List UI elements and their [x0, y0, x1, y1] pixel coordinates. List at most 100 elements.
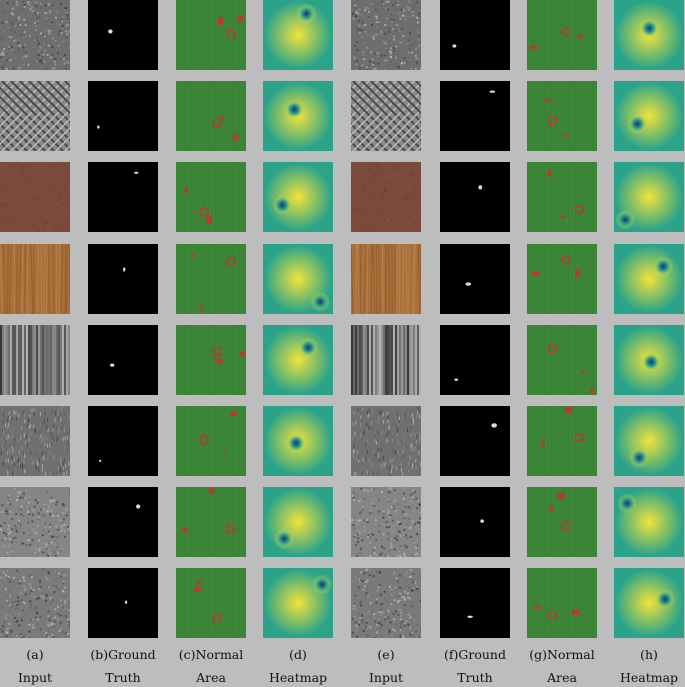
panel-normal-row-3-col-7 — [527, 162, 597, 232]
truth-image — [440, 162, 510, 232]
panel-heatmap-row-4-col-4 — [263, 244, 333, 314]
normal-image — [527, 162, 597, 232]
column-label: (e) — [336, 646, 436, 664]
heatmap-image — [614, 568, 684, 638]
panel-heatmap-row-3-col-8 — [614, 162, 684, 232]
panel-input-row-7-col-5 — [351, 487, 421, 557]
panel-heatmap-row-1-col-4 — [263, 0, 333, 70]
panel-truth-row-3-col-6 — [440, 162, 510, 232]
panel-input-row-8-col-1 — [0, 568, 70, 638]
panel-truth-row-5-col-2 — [88, 325, 158, 395]
normal-image — [176, 0, 246, 70]
panel-heatmap-row-8-col-4 — [263, 568, 333, 638]
heatmap-image — [263, 0, 333, 70]
truth-image — [88, 162, 158, 232]
panel-input-row-3-col-5 — [351, 162, 421, 232]
heatmap-image — [263, 487, 333, 557]
heatmap-image — [263, 325, 333, 395]
column-sublabel: Heatmap — [599, 669, 685, 687]
heatmap-image — [614, 0, 684, 70]
column-sublabel: Area — [512, 669, 612, 687]
input-image — [351, 325, 421, 395]
panel-heatmap-row-3-col-4 — [263, 162, 333, 232]
truth-image — [440, 487, 510, 557]
heatmap-image — [614, 325, 684, 395]
panel-normal-row-7-col-7 — [527, 487, 597, 557]
column-label: (d) — [248, 646, 348, 664]
panel-normal-row-8-col-7 — [527, 568, 597, 638]
input-image — [0, 81, 70, 151]
panel-input-row-1-col-1 — [0, 0, 70, 70]
panel-truth-row-3-col-2 — [88, 162, 158, 232]
column-sublabel: Truth — [73, 669, 173, 687]
column-sublabel: Area — [161, 669, 261, 687]
normal-image — [527, 325, 597, 395]
panel-truth-row-1-col-2 — [88, 0, 158, 70]
truth-image — [440, 325, 510, 395]
heatmap-image — [614, 487, 684, 557]
panel-input-row-6-col-1 — [0, 406, 70, 476]
normal-image — [176, 162, 246, 232]
panel-truth-row-6-col-2 — [88, 406, 158, 476]
panel-truth-row-5-col-6 — [440, 325, 510, 395]
heatmap-image — [614, 162, 684, 232]
panel-heatmap-row-2-col-4 — [263, 81, 333, 151]
truth-image — [88, 487, 158, 557]
input-image — [351, 487, 421, 557]
input-image — [351, 568, 421, 638]
panel-input-row-7-col-1 — [0, 487, 70, 557]
column-sublabel: Input — [336, 669, 436, 687]
panel-heatmap-row-6-col-8 — [614, 406, 684, 476]
input-image — [351, 244, 421, 314]
normal-image — [176, 325, 246, 395]
panel-heatmap-row-7-col-4 — [263, 487, 333, 557]
heatmap-image — [614, 406, 684, 476]
panel-truth-row-8-col-6 — [440, 568, 510, 638]
panel-input-row-5-col-1 — [0, 325, 70, 395]
panel-truth-row-7-col-6 — [440, 487, 510, 557]
input-image — [0, 568, 70, 638]
panel-heatmap-row-4-col-8 — [614, 244, 684, 314]
truth-image — [440, 406, 510, 476]
heatmap-image — [263, 81, 333, 151]
panel-heatmap-row-7-col-8 — [614, 487, 684, 557]
normal-image — [176, 487, 246, 557]
panel-normal-row-3-col-3 — [176, 162, 246, 232]
panel-normal-row-5-col-7 — [527, 325, 597, 395]
panel-normal-row-6-col-3 — [176, 406, 246, 476]
column-label: (g)Normal — [512, 646, 612, 664]
panel-normal-row-6-col-7 — [527, 406, 597, 476]
heatmap-image — [263, 568, 333, 638]
panel-input-row-6-col-5 — [351, 406, 421, 476]
panel-heatmap-row-8-col-8 — [614, 568, 684, 638]
input-image — [0, 244, 70, 314]
column-sublabel: Truth — [425, 669, 525, 687]
panel-heatmap-row-6-col-4 — [263, 406, 333, 476]
column-label: (h) — [599, 646, 685, 664]
truth-image — [88, 568, 158, 638]
panel-normal-row-4-col-3 — [176, 244, 246, 314]
heatmap-image — [614, 81, 684, 151]
input-image — [351, 0, 421, 70]
input-image — [0, 162, 70, 232]
panel-truth-row-1-col-6 — [440, 0, 510, 70]
normal-image — [527, 406, 597, 476]
input-image — [0, 325, 70, 395]
panel-normal-row-5-col-3 — [176, 325, 246, 395]
panel-normal-row-2-col-3 — [176, 81, 246, 151]
truth-image — [440, 568, 510, 638]
panel-normal-row-1-col-7 — [527, 0, 597, 70]
panel-input-row-8-col-5 — [351, 568, 421, 638]
input-image — [351, 162, 421, 232]
column-label: (f)Ground — [425, 646, 525, 664]
panel-normal-row-7-col-3 — [176, 487, 246, 557]
normal-image — [527, 0, 597, 70]
heatmap-image — [614, 244, 684, 314]
panel-input-row-4-col-1 — [0, 244, 70, 314]
heatmap-image — [263, 406, 333, 476]
panel-normal-row-8-col-3 — [176, 568, 246, 638]
panel-heatmap-row-5-col-4 — [263, 325, 333, 395]
input-image — [0, 487, 70, 557]
panel-heatmap-row-2-col-8 — [614, 81, 684, 151]
